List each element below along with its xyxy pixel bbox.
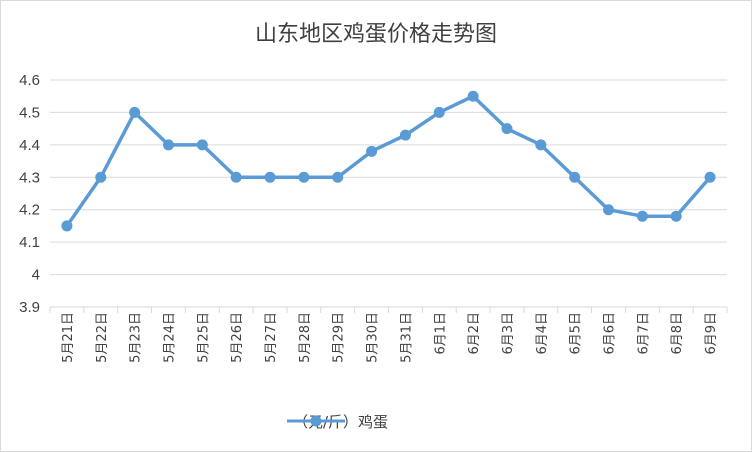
x-tick-label: 6月7日	[636, 312, 651, 355]
y-tick-label: 4.3	[19, 169, 40, 186]
x-tick-label: 6月5日	[569, 312, 584, 355]
series-line	[65, 94, 712, 227]
x-tick-label: 6月4日	[535, 312, 550, 355]
y-tick-label: 4.2	[19, 202, 40, 219]
data-point	[264, 171, 276, 183]
data-point	[704, 171, 716, 183]
x-tick-label: 6月9日	[704, 312, 719, 355]
y-tick-label: 4.5	[19, 104, 40, 121]
x-tick-label: 5月21日	[61, 312, 76, 363]
y-tick-label: 3.9	[19, 299, 40, 316]
data-point	[670, 210, 682, 222]
data-point	[433, 106, 445, 118]
data-point	[61, 220, 73, 232]
data-point	[298, 171, 310, 183]
x-tick-label: 5月22日	[95, 312, 110, 363]
y-tick-label: 4.1	[19, 234, 40, 251]
data-point	[332, 171, 344, 183]
data-point	[196, 139, 208, 151]
data-point	[399, 129, 411, 141]
data-point	[230, 171, 242, 183]
x-tick-label: 5月31日	[399, 312, 414, 363]
y-tick-label: 4.6	[19, 72, 40, 89]
data-point	[569, 171, 581, 183]
legend-marker	[287, 415, 345, 427]
x-tick-label: 6月8日	[670, 312, 685, 355]
x-tick-label: 6月3日	[501, 312, 516, 355]
x-tick-label: 5月26日	[230, 312, 245, 363]
x-tick-label: 5月29日	[332, 312, 347, 363]
data-point	[129, 106, 141, 118]
data-point	[501, 123, 513, 135]
x-tick-label: 6月6日	[603, 312, 618, 355]
x-tick-label: 6月1日	[433, 312, 448, 355]
x-tick-label: 5月30日	[366, 312, 381, 363]
x-tick-label: 5月27日	[264, 312, 279, 363]
legend: （元/斤）鸡蛋	[285, 409, 388, 433]
x-tick-label: 6月2日	[467, 312, 482, 355]
data-point	[535, 139, 547, 151]
data-point	[95, 171, 107, 183]
y-tick-label: 4	[32, 267, 40, 284]
x-tick-label: 5月24日	[162, 312, 177, 363]
chart-title: 山东地区鸡蛋价格走势图	[254, 22, 497, 47]
y-tick-label: 4.4	[19, 137, 40, 154]
data-point	[603, 204, 615, 216]
data-point	[366, 145, 378, 157]
x-tick-label: 5月28日	[298, 312, 313, 363]
x-tick-label: 5月25日	[196, 312, 211, 363]
data-point	[162, 139, 174, 151]
data-point	[636, 210, 648, 222]
x-tick-label: 5月23日	[129, 312, 144, 363]
data-point	[467, 90, 479, 102]
